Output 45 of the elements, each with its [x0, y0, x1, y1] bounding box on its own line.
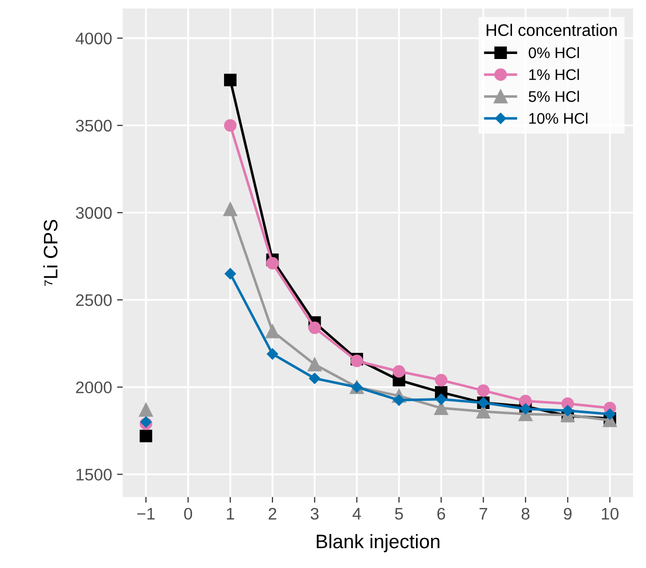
x-tick-label: 1: [226, 508, 234, 520]
point: [562, 405, 574, 416]
x-tick-label: 7: [480, 508, 488, 520]
point: [393, 394, 405, 406]
x-tick-label: 2: [268, 508, 276, 520]
point: [266, 324, 280, 338]
x-tick-label: −1: [137, 508, 155, 520]
y-tick-label: 2500: [76, 294, 112, 306]
point: [224, 119, 237, 132]
point: [308, 357, 322, 372]
point: [392, 365, 406, 378]
point: [224, 268, 236, 280]
legend-label: 1% HCl: [529, 68, 579, 80]
point: [434, 374, 448, 386]
x-tick-label: 6: [437, 508, 446, 520]
point: [138, 402, 153, 417]
point: [266, 348, 278, 360]
legend-label: 5% HCl: [528, 90, 579, 102]
x-tick-label: 10: [602, 508, 618, 520]
y-tick-label: 2000: [76, 381, 112, 394]
legend-label: 10% HCl: [529, 112, 588, 124]
legend-title: HCl concentration: [486, 24, 617, 36]
x-tick-label: 0: [184, 508, 192, 520]
x-tick-label: 9: [564, 508, 572, 520]
x-tick-label: 5: [395, 508, 403, 520]
x-tick-label: 4: [352, 508, 361, 520]
point: [477, 384, 490, 397]
point: [140, 430, 152, 442]
legend-label: 0% HCl: [528, 46, 579, 58]
point: [604, 408, 616, 420]
point: [266, 256, 279, 270]
x-axis-title: Blank injection: [316, 534, 440, 552]
x-tick-label: 8: [522, 508, 530, 520]
y-tick-label: 3500: [76, 120, 112, 132]
point: [436, 394, 447, 405]
point: [309, 372, 320, 384]
y-tick-label: 1500: [76, 468, 112, 481]
x-tick-label: 3: [310, 508, 319, 520]
point: [223, 202, 238, 216]
y-tick-label: 3000: [76, 207, 112, 219]
y-tick-label: 4000: [76, 32, 112, 44]
point: [308, 322, 321, 334]
point: [224, 74, 237, 86]
point: [520, 403, 532, 415]
y-axis-title: ⁷Li CPS: [43, 220, 58, 286]
